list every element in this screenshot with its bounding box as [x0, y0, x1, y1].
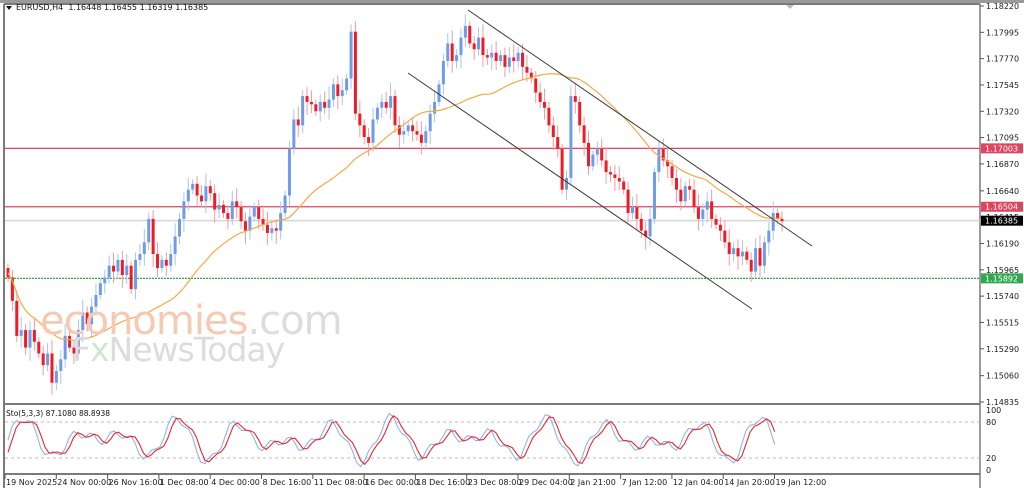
- svg-text:11 Dec 08:00: 11 Dec 08:00: [314, 478, 368, 487]
- svg-text:1.17545: 1.17545: [986, 81, 1019, 90]
- svg-text:1.16640: 1.16640: [986, 187, 1019, 196]
- svg-text:29 Dec 04:00: 29 Dec 04:00: [519, 478, 573, 487]
- watermark-fxnewstoday: FxNewsToday: [72, 330, 285, 369]
- svg-text:1.17095: 1.17095: [986, 134, 1019, 143]
- svg-text:1.15515: 1.15515: [986, 318, 1019, 327]
- svg-text:1.15892: 1.15892: [985, 274, 1018, 283]
- svg-text:12 Jan 04:00: 12 Jan 04:00: [673, 478, 724, 487]
- svg-text:1.17770: 1.17770: [986, 55, 1019, 64]
- svg-text:23 Dec 08:00: 23 Dec 08:00: [468, 478, 522, 487]
- watermark-economies: economies.com: [40, 298, 343, 344]
- svg-text:0: 0: [986, 466, 991, 475]
- svg-text:1.17320: 1.17320: [986, 107, 1019, 116]
- svg-text:1.15740: 1.15740: [986, 292, 1019, 301]
- svg-text:100: 100: [986, 406, 1001, 415]
- svg-text:24 Nov 00:00: 24 Nov 00:00: [57, 478, 111, 487]
- svg-text:1.16870: 1.16870: [986, 160, 1019, 169]
- svg-text:1.17995: 1.17995: [986, 28, 1019, 37]
- svg-text:16 Dec 00:00: 16 Dec 00:00: [365, 478, 419, 487]
- svg-text:4 Dec 00:00: 4 Dec 00:00: [211, 478, 260, 487]
- svg-text:19 Nov 2025: 19 Nov 2025: [6, 478, 57, 487]
- svg-text:1.14835: 1.14835: [986, 398, 1019, 407]
- svg-text:1.16385: 1.16385: [985, 217, 1018, 226]
- svg-text:80: 80: [986, 418, 996, 427]
- svg-text:1.17003: 1.17003: [985, 144, 1018, 153]
- svg-text:1.15965: 1.15965: [986, 266, 1019, 275]
- svg-text:1 Dec 08:00: 1 Dec 08:00: [160, 478, 209, 487]
- stochastic-label: Sto(5,3,3) 87.1080 88.8938: [6, 409, 111, 418]
- svg-text:20: 20: [986, 454, 996, 463]
- svg-text:19 Jan 12:00: 19 Jan 12:00: [776, 478, 827, 487]
- symbol-label: EURUSD,H4: [16, 3, 64, 12]
- svg-text:26 Nov 16:00: 26 Nov 16:00: [109, 478, 163, 487]
- svg-text:7 Jan 12:00: 7 Jan 12:00: [622, 478, 668, 487]
- svg-text:1.16190: 1.16190: [986, 239, 1019, 248]
- collapse-triangle-icon[interactable]: [6, 5, 12, 10]
- chart-title: EURUSD,H4 1.16448 1.16455 1.16319 1.1638…: [6, 3, 208, 12]
- svg-text:1.18220: 1.18220: [986, 2, 1019, 11]
- svg-text:8 Dec 16:00: 8 Dec 16:00: [263, 478, 312, 487]
- svg-text:1.16504: 1.16504: [985, 203, 1018, 212]
- svg-text:1.15060: 1.15060: [986, 372, 1019, 381]
- svg-text:1.15290: 1.15290: [986, 345, 1019, 354]
- svg-text:18 Dec 16:00: 18 Dec 16:00: [416, 478, 470, 487]
- svg-text:14 Jan 20:00: 14 Jan 20:00: [724, 478, 775, 487]
- ohlc-values: 1.16448 1.16455 1.16319 1.16385: [68, 3, 209, 12]
- svg-text:2 Jan 21:00: 2 Jan 21:00: [570, 478, 616, 487]
